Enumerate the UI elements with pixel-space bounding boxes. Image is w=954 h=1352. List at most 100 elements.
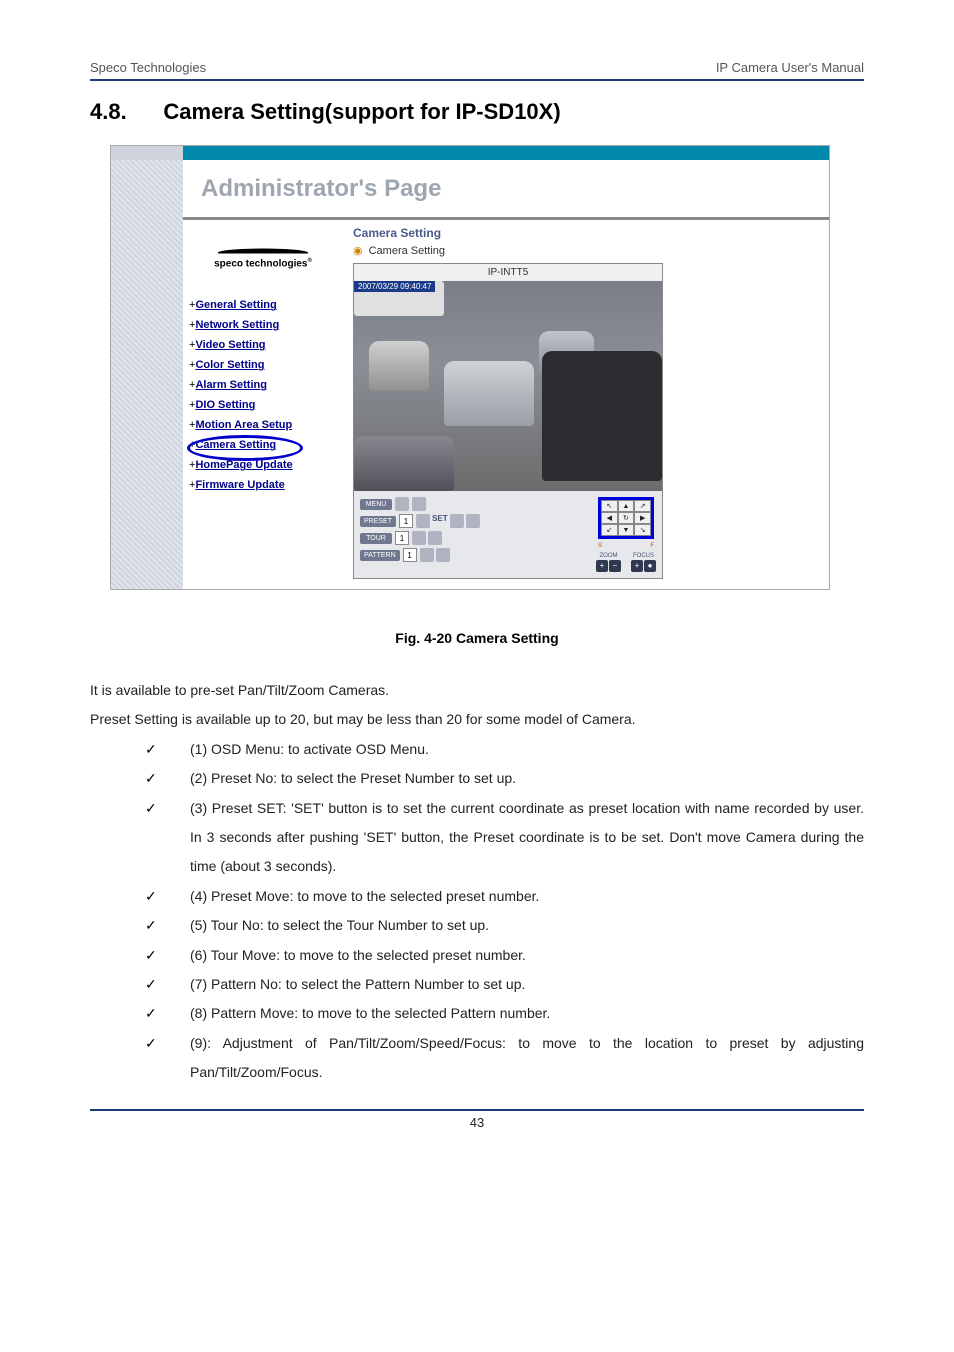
video-label: IP-INTT5 <box>354 264 662 281</box>
vehicle-5 <box>354 436 454 491</box>
header-rule <box>90 79 864 81</box>
section-heading: 4.8. Camera Setting(support for IP-SD10X… <box>90 99 864 125</box>
logo-text: speco technologies® <box>189 258 337 269</box>
ptz-joypad: ↖ ▲ ↗ ◀ ↻ ▶ ↙ ▼ ↘ <box>598 497 654 539</box>
section-number: 4.8. <box>90 99 127 124</box>
pattern-number-input[interactable]: 1 <box>403 548 417 562</box>
vehicle-1 <box>444 361 534 426</box>
refresh-icon[interactable] <box>412 497 426 511</box>
header-left: Speco Technologies <box>90 60 206 75</box>
main-pane: Camera Setting Camera Setting IP-INTT5 2… <box>343 220 829 589</box>
focus-near-button[interactable]: + <box>631 560 643 572</box>
zoom-in-button[interactable]: + <box>596 560 608 572</box>
check-item-8: (8) Pattern Move: to move to the selecte… <box>145 999 864 1028</box>
titlebar-left-notch <box>111 146 183 160</box>
footer-rule <box>90 1109 864 1111</box>
body-p1: It is available to pre-set Pan/Tilt/Zoom… <box>90 676 864 705</box>
focus-far-button[interactable]: ● <box>644 560 656 572</box>
document-page: Speco Technologies IP Camera User's Manu… <box>0 0 954 1170</box>
preset-extra-icon[interactable] <box>466 514 480 528</box>
ptz-controls: ↖ ▲ ↗ ◀ ↻ ▶ ↙ ▼ ↘ <box>596 497 656 572</box>
admin-content-row: speco technologies® General Setting Netw… <box>183 220 829 589</box>
section-title: Camera Setting(support for IP-SD10X) <box>163 99 560 124</box>
video-timestamp: 2007/03/29 09:40:47 <box>354 281 435 292</box>
check-item-6: (6) Tour Move: to move to the selected p… <box>145 941 864 970</box>
pane-subtitle: Camera Setting <box>353 244 819 257</box>
vehicle-4 <box>542 351 662 481</box>
pattern-button[interactable]: PATTERN <box>360 550 400 561</box>
osd-icon[interactable] <box>395 497 409 511</box>
menu-button[interactable]: MENU <box>360 499 392 510</box>
ptz-up[interactable]: ▲ <box>618 500 635 512</box>
body-text: It is available to pre-set Pan/Tilt/Zoom… <box>90 676 864 1087</box>
ptz-right[interactable]: ▶ <box>634 512 651 524</box>
zoom-label: ZOOM <box>600 553 618 559</box>
sidebar-item-firmware[interactable]: Firmware Update <box>195 479 284 491</box>
admin-body: Administrator's Page speco technologies®… <box>111 160 829 589</box>
check-item-4: (4) Preset Move: to move to the selected… <box>145 882 864 911</box>
pane-title: Camera Setting <box>353 226 819 240</box>
sidebar-item-dio[interactable]: DIO Setting <box>195 399 255 411</box>
body-p2: Preset Setting is available up to 20, bu… <box>90 705 864 734</box>
tour-extra-icon[interactable] <box>428 531 442 545</box>
preset-number-input[interactable]: 1 <box>399 514 413 528</box>
sidebar-item-color[interactable]: Color Setting <box>195 359 264 371</box>
header-right: IP Camera User's Manual <box>716 60 864 75</box>
running-header: Speco Technologies IP Camera User's Manu… <box>90 60 864 75</box>
sidebar-menu: General Setting Network Setting Video Se… <box>189 299 337 491</box>
speed-slider-labels: SF <box>598 543 654 549</box>
video-screen: 2007/03/29 09:40:47 <box>354 281 662 491</box>
hatched-gutter <box>111 160 183 589</box>
preset-button[interactable]: PRESET <box>360 516 396 527</box>
figure-caption: Fig. 4-20 Camera Setting <box>90 630 864 646</box>
sidebar-item-alarm[interactable]: Alarm Setting <box>195 379 267 391</box>
check-list: (1) OSD Menu: to activate OSD Menu. (2) … <box>90 735 864 1088</box>
admin-sidebar: speco technologies® General Setting Netw… <box>183 220 343 589</box>
sidebar-item-video[interactable]: Video Setting <box>195 339 265 351</box>
tour-number-input[interactable]: 1 <box>395 531 409 545</box>
window-titlebar <box>111 146 829 160</box>
ptz-down[interactable]: ▼ <box>618 524 635 536</box>
tour-button[interactable]: TOUR <box>360 533 392 544</box>
zoom-group: ZOOM + − <box>596 553 621 572</box>
focus-label: FOCUS <box>633 553 654 559</box>
check-item-1: (1) OSD Menu: to activate OSD Menu. <box>145 735 864 764</box>
ptz-up-right[interactable]: ↗ <box>634 500 651 512</box>
pattern-extra-icon[interactable] <box>436 548 450 562</box>
sidebar-item-motion[interactable]: Motion Area Setup <box>195 419 292 431</box>
admin-header: Administrator's Page <box>183 160 829 220</box>
control-left-group: MENU PRESET 1 <box>360 497 480 572</box>
admin-window: Administrator's Page speco technologies®… <box>110 145 830 590</box>
preset-set-icon[interactable] <box>416 514 430 528</box>
ptz-up-left[interactable]: ↖ <box>601 500 618 512</box>
check-item-9: (9): Adjustment of Pan/Tilt/Zoom/Speed/F… <box>145 1029 864 1088</box>
check-item-5: (5) Tour No: to select the Tour Number t… <box>145 911 864 940</box>
check-item-7: (7) Pattern No: to select the Pattern Nu… <box>145 970 864 999</box>
logo-swoosh-icon <box>218 249 308 254</box>
zoom-focus-row: ZOOM + − FOCUS <box>596 553 656 572</box>
page-number: 43 <box>90 1115 864 1130</box>
tour-move-icon[interactable] <box>412 531 426 545</box>
sidebar-item-general[interactable]: General Setting <box>195 299 276 311</box>
focus-group: FOCUS + ● <box>631 553 656 572</box>
sidebar-item-homepage[interactable]: HomePage Update <box>195 459 292 471</box>
sidebar-item-camera[interactable]: Camera Setting <box>195 439 276 451</box>
figure-screenshot: Administrator's Page speco technologies®… <box>110 145 864 590</box>
pattern-move-icon[interactable] <box>420 548 434 562</box>
check-item-3: (3) Preset SET: 'SET' button is to set t… <box>145 794 864 882</box>
video-box: IP-INTT5 2007/03/29 09:40:47 <box>353 263 663 579</box>
ptz-left[interactable]: ◀ <box>601 512 618 524</box>
ptz-down-left[interactable]: ↙ <box>601 524 618 536</box>
set-label: SET <box>432 514 448 528</box>
zoom-out-button[interactable]: − <box>609 560 621 572</box>
sidebar-item-network[interactable]: Network Setting <box>195 319 279 331</box>
logo: speco technologies® <box>189 246 337 269</box>
ptz-home[interactable]: ↻ <box>618 512 635 524</box>
admin-header-title: Administrator's Page <box>201 175 441 203</box>
preset-move-icon[interactable] <box>450 514 464 528</box>
ptz-down-right[interactable]: ↘ <box>634 524 651 536</box>
admin-right-area: Administrator's Page speco technologies®… <box>183 160 829 589</box>
vehicle-3 <box>369 341 429 391</box>
control-strip: MENU PRESET 1 <box>354 491 662 578</box>
check-item-2: (2) Preset No: to select the Preset Numb… <box>145 764 864 793</box>
